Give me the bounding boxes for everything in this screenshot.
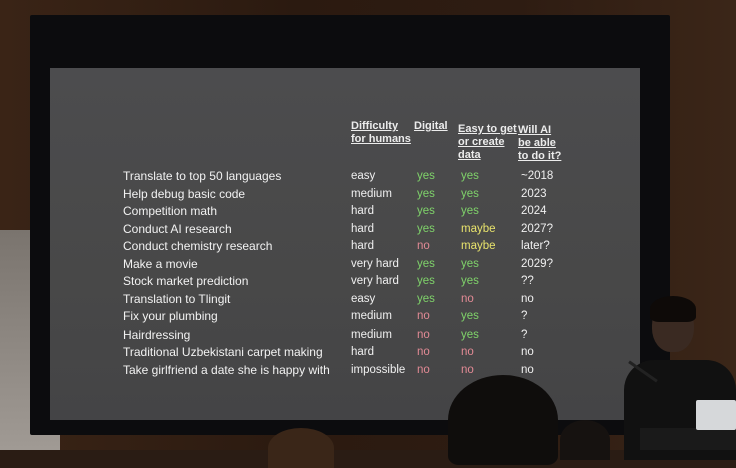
digital-value: no [417,346,430,358]
task-label: Help debug basic code [123,187,246,201]
digital-value: no [417,310,430,322]
table-row: Take girlfriend a date she is happy with… [50,362,640,378]
data-availability-value: maybe [461,240,496,252]
table-row: Stock market prediction very hard yes yes?? [50,273,640,289]
digital-value: yes [417,275,435,287]
header-difficulty: Difficulty for humans [351,120,411,145]
digital-value: yes [417,258,435,270]
task-label: Conduct AI research [123,222,232,236]
table-row: Competition math hard yes yes 2024 [50,203,640,219]
ai-timeline-value: no [521,293,534,305]
digital-value: no [417,240,430,252]
task-label: Translation to Tlingit [123,292,231,306]
task-label: Make a movie [123,257,198,271]
table-row: Make a movie very hard yes yes 2029? [50,256,640,272]
difficulty-value: medium [351,329,392,341]
difficulty-value: easy [351,293,376,305]
table-row: Traditional Uzbekistani carpet making har… [50,344,640,360]
data-availability-value: yes [461,188,479,200]
difficulty-value: hard [351,205,375,217]
presenter-hair [650,296,696,322]
projected-slide: Difficulty for humans Digital Easy to ge… [50,68,640,420]
digital-value: yes [417,170,435,182]
difficulty-value: very hard [351,258,399,270]
task-label: Stock market prediction [123,274,249,288]
table-row: Conduct AI research hard yes maybe 2027? [50,221,640,237]
ai-timeline-value: 2027? [521,223,553,235]
data-availability-value: yes [461,275,479,287]
task-label: Competition math [123,204,218,218]
table-row: Fix your plumbing medium no yes? [50,308,640,324]
task-label: Conduct chemistry research [123,239,273,253]
ai-timeline-value: ?? [521,275,534,287]
audience-head [448,375,558,465]
data-availability-value: no [461,346,474,358]
digital-value: yes [417,205,435,217]
data-availability-value: no [461,293,474,305]
digital-value: no [417,364,430,376]
data-availability-value: yes [461,205,479,217]
difficulty-value: very hard [351,275,399,287]
table-row: Hairdressing medium no yes? [50,327,640,343]
digital-value: yes [417,293,435,305]
podium [640,428,736,450]
difficulty-value: hard [351,346,375,358]
difficulty-value: medium [351,188,392,200]
table-row: Translation to Tlingit easy yes no no [50,291,640,307]
task-label: Hairdressing [123,328,191,342]
data-availability-value: maybe [461,223,496,235]
header-will-ai: Will AI be able to do it? [518,124,562,162]
ai-timeline-value: no [521,364,534,376]
digital-value: yes [417,188,435,200]
table-row: Help debug basic code medium yes yes 2023 [50,186,640,202]
laptop [696,400,736,430]
digital-value: yes [417,223,435,235]
task-label: Fix your plumbing [123,309,218,323]
ai-timeline-value: 2023 [521,188,547,200]
data-availability-value: no [461,364,474,376]
data-availability-value: yes [461,310,479,322]
task-label: Take girlfriend a date she is happy with [123,363,330,377]
difficulty-value: medium [351,310,392,322]
digital-value: no [417,329,430,341]
data-availability-value: yes [461,329,479,341]
audience-head [560,420,610,460]
header-digital: Digital [414,120,448,132]
difficulty-value: hard [351,223,375,235]
task-label: Translate to top 50 languages [123,169,282,183]
ai-timeline-value: ? [521,329,528,341]
task-label: Traditional Uzbekistani carpet making [123,345,323,359]
table-row: Conduct chemistry research hard no maybe lat… [50,238,640,254]
ai-timeline-value: 2024 [521,205,547,217]
ai-timeline-value: ~2018 [521,170,554,182]
difficulty-value: easy [351,170,376,182]
audience-head [268,428,334,468]
data-availability-value: yes [461,258,479,270]
header-easy-data: Easy to get or create data [458,123,517,161]
ai-timeline-value: 2029? [521,258,553,270]
data-availability-value: yes [461,170,479,182]
ai-timeline-value: later? [521,240,550,252]
ai-timeline-value: no [521,346,534,358]
difficulty-value: hard [351,240,375,252]
ai-timeline-value: ? [521,310,528,322]
difficulty-value: impossible [351,364,406,376]
table-row: Translate to top 50 languages easy yes yes ~… [50,168,640,184]
